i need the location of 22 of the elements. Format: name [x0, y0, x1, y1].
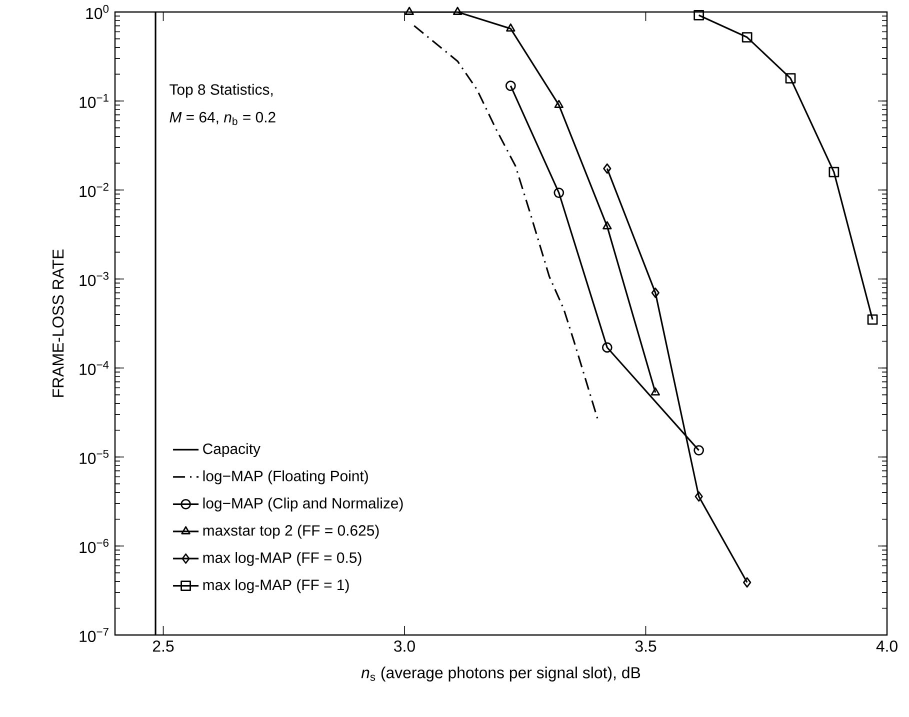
y-tick-label: 10$^{−3}$ [80, 272, 109, 286]
legend-label: max log-MAP (FF = 0.5) [203, 552, 362, 566]
annotation: Top 8 Statistics, [170, 84, 273, 98]
legend-label: Capacity [203, 443, 260, 458]
y-tick-label: 10$^{−7}$ [80, 628, 108, 642]
x-tick-label: 3.5 [635, 640, 656, 652]
x-tick-label: 3.0 [394, 640, 415, 652]
y-tick-label: 10$^{−6}$ [80, 538, 109, 554]
x-tick-label: 4.0 [876, 640, 898, 652]
y-tick-label: 10$^{−1}$ [80, 94, 108, 108]
y-tick-label: 10$^{0}$ [86, 4, 109, 20]
y-axis-title: FRAME-LOSS RATE [52, 249, 64, 397]
y-tick-label: 10$^{−4}$ [80, 360, 109, 376]
x-tick-label: 2.5 [152, 640, 174, 652]
x-axis-title: n$_{s}$ (average photons per signal slot), dB [361, 666, 640, 682]
legend-label: max log-MAP (FF = 1) [203, 579, 349, 594]
legend-label: log−MAP (Floating Point) [203, 470, 368, 484]
y-tick-label: 10$^{−2}$ [80, 182, 108, 198]
annotation: M = 64, n$_{b}$ = 0.2 [170, 112, 276, 126]
legend-label: maxstar top 2 (FF = 0.625) [203, 524, 379, 539]
legend-label: log−MAP (Clip and Normalize) [203, 498, 403, 512]
y-tick-label: 10$^{−5}$ [80, 450, 109, 464]
